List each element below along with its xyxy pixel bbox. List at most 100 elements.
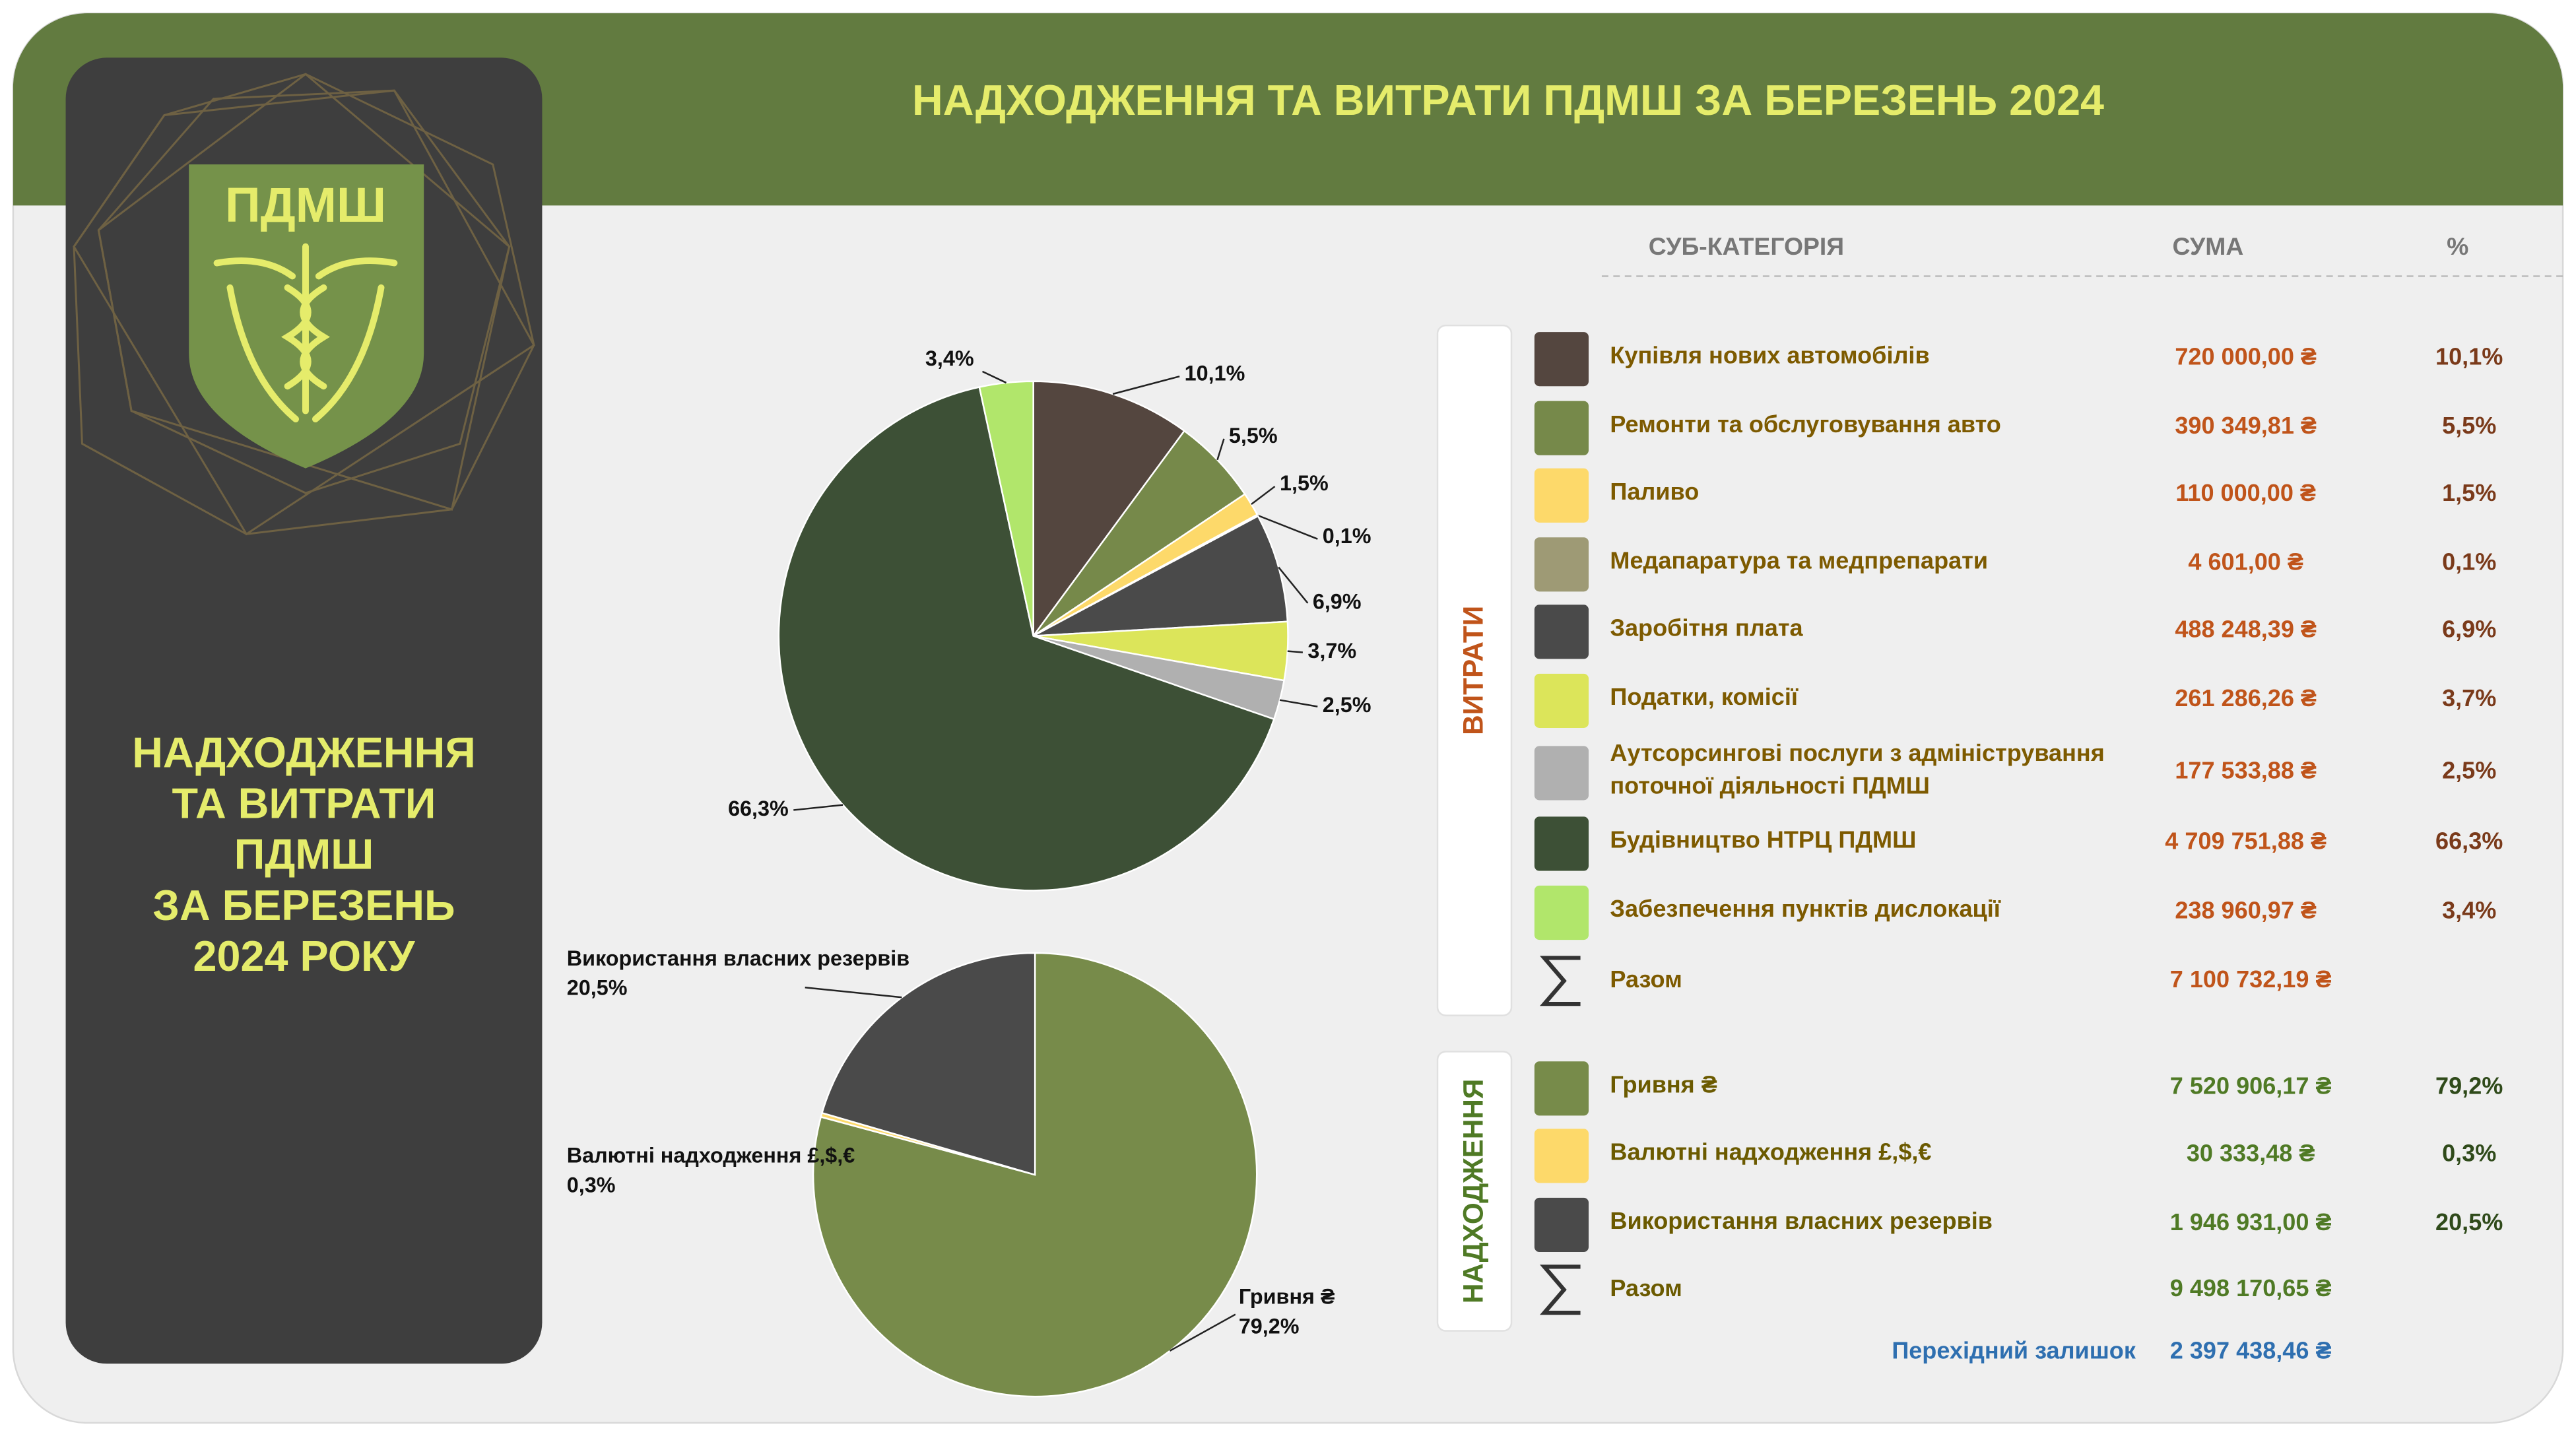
expenses-box [1436,324,1513,1016]
leader-line [1279,699,1318,707]
income-label: НАДХОДЖЕННЯ [1457,1079,1488,1303]
row-name: Використання власних резервів [1610,1209,1993,1236]
side-title-line: ЗА БЕРЕЗЕНЬ [152,881,455,929]
row-name-box: Будівництво НТРЦ ПДМШ [1610,828,1917,855]
slice-label: 10,1% [1185,361,1245,385]
row-name: Медапаратура та медпрепарати [1610,549,1989,576]
slice-label: Валютні надходження £,$,€ 0,3% [567,1143,855,1197]
side-title-line: НАДХОДЖЕННЯ [132,728,476,776]
slice-label: 3,4% [925,346,974,370]
swatch [1534,746,1589,801]
row-name: Аутсорсингові послуги з адміністрування … [1610,741,2105,801]
leader-line [1112,376,1180,395]
row-percent: 3,7% [2442,684,2496,711]
row-name-box: Гривня ₴ [1610,1073,1717,1100]
row-name: Податки, комісії [1610,685,1798,712]
row-percent: 5,5% [2442,412,2496,439]
carryover-label: Перехідний залишок [1892,1336,2136,1364]
side-title-line: 2024 РОКУ [193,932,416,980]
page-title: НАДХОДЖЕННЯ ТА ВИТРАТИ ПДМШ ЗА БЕРЕЗЕНЬ … [912,76,2104,124]
row-percent: 3,4% [2442,896,2496,923]
sum-icon [1540,956,1581,1006]
slice-name: Валютні надходження £,$,€ [567,1143,855,1167]
row-sum: 110 000,00 ₴ [2175,479,2316,506]
swatch [1534,1129,1589,1183]
slice-label: 1,5% [1280,471,1329,495]
row-percent: 1,5% [2442,479,2496,506]
side-panel [65,57,543,1364]
pie-slice [1033,515,1289,637]
swatch [1534,885,1589,940]
total-label: Разом [1610,1274,1682,1301]
pie-slice [777,386,1275,892]
slice-label: 3,7% [1307,639,1356,663]
row-name: Купівля нових автомобілів [1610,344,1930,370]
leader-line [1169,1313,1236,1352]
pie-slice [820,952,1036,1176]
swatch [1534,605,1589,659]
row-sum: 390 349,81 ₴ [2175,412,2317,439]
row-sum: 261 286,26 ₴ [2175,684,2317,711]
side-title-line: ПДМШ [234,830,374,878]
slice-label: 6,9% [1313,589,1362,613]
slice-label: Гривня ₴ 79,2% [1239,1284,1335,1338]
row-name: Будівництво НТРЦ ПДМШ [1610,828,1917,855]
row-sum: 30 333,48 ₴ [2187,1140,2315,1167]
row-sum: 4 601,00 ₴ [2188,548,2303,575]
row-sum: 238 960,97 ₴ [2175,896,2317,923]
swatch [1534,673,1589,728]
row-percent: 20,5% [2435,1208,2503,1235]
header-band [13,13,2563,206]
row-name-box: Аутсорсингові послуги з адміністрування … [1610,741,2105,801]
row-sum: 1 946 931,00 ₴ [2170,1208,2332,1235]
row-name: Гривня ₴ [1610,1073,1717,1100]
slice-name: Гривня ₴ [1239,1284,1335,1308]
swatch [1534,468,1589,523]
leader-line [981,370,1007,384]
swatch [1534,537,1589,592]
column-header: СУМА [2173,232,2244,260]
sum-icon [1540,1265,1581,1315]
side-title-line: ТА ВИТРАТИ [172,779,436,828]
row-percent: 10,1% [2435,343,2503,370]
row-name: Заробітня плата [1610,616,1803,643]
row-name-box: Забезпечення пунктів дислокації [1610,898,2000,924]
row-percent: 66,3% [2435,828,2503,855]
row-percent: 6,9% [2442,616,2496,643]
row-name-box: Ремонти та обслуговування авто [1610,413,2000,440]
expenses-label: ВИТРАТИ [1457,606,1488,735]
swatch [1534,1061,1589,1116]
swatch [1534,332,1589,387]
row-name-box: Медапаратура та медпрепарати [1610,549,1989,576]
leader-line [1257,514,1318,540]
row-percent: 79,2% [2435,1072,2503,1100]
leader-line [1278,566,1309,604]
row-percent: 0,3% [2442,1140,2496,1167]
total-sum: 9 498 170,65 ₴ [2170,1274,2332,1301]
slice-value: 0,3% [567,1173,616,1197]
row-name-box: Заробітня плата [1610,616,1803,643]
slice-label: 5,5% [1229,424,1278,447]
leader-line [1216,438,1225,461]
row-sum: 488 248,39 ₴ [2175,616,2317,643]
slice-value: 20,5% [567,975,628,999]
carryover-sum: 2 397 438,46 ₴ [2170,1336,2332,1364]
logo-emblem [213,243,398,422]
column-header: % [2447,232,2468,260]
row-name-box: Валютні надходження £,$,€ [1610,1140,1931,1167]
row-name-box: Купівля нових автомобілів [1610,344,1930,370]
leader-line [793,804,843,811]
total-label: Разом [1610,966,1682,993]
swatch [1534,1197,1589,1253]
row-name: Паливо [1610,480,1700,507]
row-sum: 720 000,00 ₴ [2175,343,2317,370]
slice-value: 79,2% [1239,1314,1300,1338]
leader-line [1251,486,1276,506]
column-header: СУБ-КАТЕГОРІЯ [1649,232,1844,260]
leader-line [1287,650,1304,653]
row-sum: 7 520 906,17 ₴ [2170,1072,2332,1100]
row-sum: 177 533,88 ₴ [2175,757,2317,784]
